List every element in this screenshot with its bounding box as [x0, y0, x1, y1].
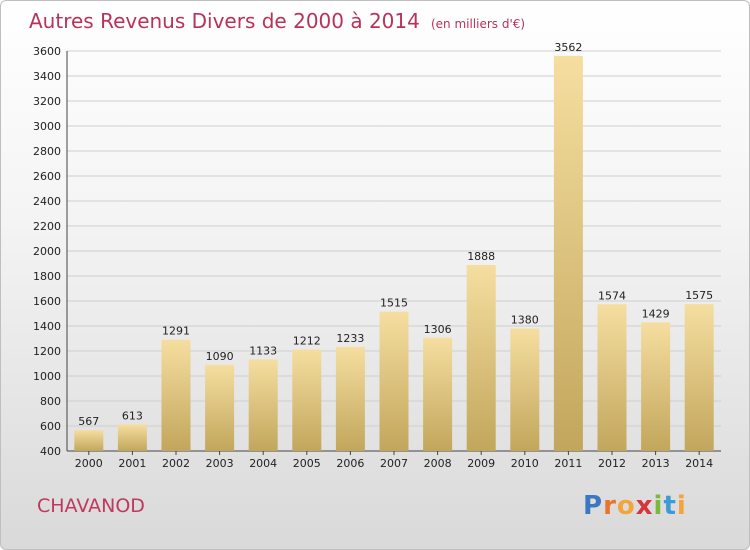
y-tick-label: 3400 — [33, 70, 61, 83]
x-tick-label: 2014 — [685, 457, 713, 470]
data-label: 567 — [78, 415, 99, 428]
data-label: 1515 — [380, 297, 408, 310]
x-tick-label: 2012 — [598, 457, 626, 470]
bar — [423, 338, 452, 451]
y-tick-label: 3600 — [33, 45, 61, 58]
data-label: 1212 — [293, 335, 321, 348]
bar — [510, 329, 539, 452]
logo-letter: x — [636, 491, 654, 521]
bar — [118, 424, 147, 451]
x-tick-label: 2008 — [424, 457, 452, 470]
x-tick-label: 2006 — [336, 457, 364, 470]
town-name: CHAVANOD — [37, 495, 145, 517]
bar — [74, 430, 103, 451]
y-tick-label: 1400 — [33, 320, 61, 333]
y-tick-label: 1200 — [33, 345, 61, 358]
y-tick-label: 2400 — [33, 195, 61, 208]
bar — [467, 265, 496, 451]
chart-frame: Autres Revenus Divers de 2000 à 2014 (en… — [0, 0, 750, 550]
y-tick-label: 600 — [40, 420, 61, 433]
data-label: 613 — [122, 409, 143, 422]
logo-letter: P — [583, 491, 603, 521]
x-tick-label: 2010 — [511, 457, 539, 470]
data-label: 1575 — [685, 289, 713, 302]
x-tick-label: 2011 — [554, 457, 582, 470]
bar — [598, 304, 627, 451]
data-label: 1888 — [467, 250, 495, 263]
x-tick-label: 2002 — [162, 457, 190, 470]
data-label: 1133 — [249, 344, 277, 357]
x-tick-label: 2007 — [380, 457, 408, 470]
x-tick-label: 2000 — [75, 457, 103, 470]
y-tick-label: 1800 — [33, 270, 61, 283]
bar — [554, 56, 583, 451]
data-label: 3562 — [554, 41, 582, 54]
bar — [380, 312, 409, 451]
bar — [685, 304, 714, 451]
x-tick-label: 2001 — [118, 457, 146, 470]
data-label: 1574 — [598, 289, 626, 302]
logo-letter: t — [663, 491, 676, 521]
data-label: 1380 — [511, 314, 539, 327]
y-tick-label: 2200 — [33, 220, 61, 233]
logo-letter: i — [677, 491, 687, 521]
y-tick-label: 800 — [40, 395, 61, 408]
bar — [336, 347, 365, 451]
x-tick-label: 2003 — [206, 457, 234, 470]
bar — [205, 365, 234, 451]
data-label: 1429 — [642, 307, 670, 320]
y-tick-label: 1000 — [33, 370, 61, 383]
logo-letter: o — [617, 491, 636, 521]
x-tick-label: 2009 — [467, 457, 495, 470]
x-tick-label: 2004 — [249, 457, 277, 470]
y-tick-label: 2600 — [33, 170, 61, 183]
data-label: 1233 — [336, 332, 364, 345]
x-tick-label: 2005 — [293, 457, 321, 470]
logo-letter: i — [654, 491, 664, 521]
x-tick-label: 2013 — [642, 457, 670, 470]
data-label: 1090 — [206, 350, 234, 363]
bar-chart: 400 600 800 1000 1200 1400 1600 1800 2000 2200 240… — [1, 1, 750, 550]
bar — [292, 350, 321, 452]
data-label: 1306 — [424, 323, 452, 336]
proxiti-logo: Proxiti — [583, 491, 687, 521]
bar — [641, 322, 670, 451]
y-tick-label: 1600 — [33, 295, 61, 308]
y-tick-label: 2000 — [33, 245, 61, 258]
y-tick-label: 2800 — [33, 145, 61, 158]
bar — [249, 359, 278, 451]
y-tick-label: 400 — [40, 445, 61, 458]
data-label: 1291 — [162, 325, 190, 338]
y-tick-label: 3200 — [33, 95, 61, 108]
bar — [162, 340, 191, 451]
y-tick-label: 3000 — [33, 120, 61, 133]
logo-letter: r — [603, 491, 617, 521]
